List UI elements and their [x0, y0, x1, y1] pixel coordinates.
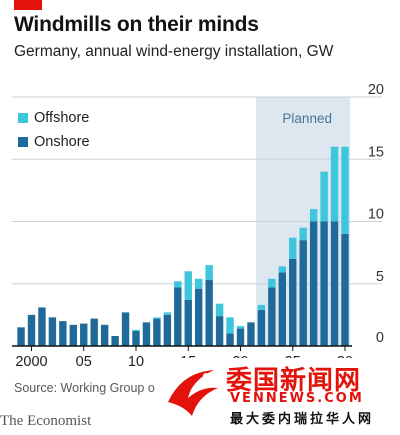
bar-offshore	[341, 146, 349, 234]
bar-onshore	[17, 327, 25, 346]
bar-onshore	[289, 258, 297, 346]
bar-onshore	[195, 288, 203, 346]
bar-onshore	[27, 314, 36, 346]
bar-onshore	[330, 221, 339, 346]
bar-onshore	[163, 314, 172, 346]
legend-item-offshore: Offshore	[18, 109, 89, 127]
chart-title: Windmills on their minds	[14, 13, 259, 36]
bar-offshore	[163, 312, 172, 315]
bar-offshore	[215, 303, 224, 317]
bar-onshore	[111, 336, 119, 346]
legend-item-onshore: Onshore	[18, 133, 90, 151]
bar-onshore	[257, 309, 266, 346]
bar-offshore	[320, 171, 328, 222]
bar-offshore	[330, 146, 339, 222]
bar-onshore	[90, 318, 98, 346]
bar-onshore	[236, 328, 245, 346]
bar-onshore	[320, 221, 328, 346]
planned-label: Planned	[282, 111, 332, 126]
x-tick-label: 05	[76, 354, 92, 370]
bar-offshore	[195, 278, 203, 289]
chart-subtitle: Germany, annual wind-energy installation…	[14, 43, 334, 60]
bar-onshore	[80, 323, 88, 346]
watermark: 委国新闻网 VENNEWS.COM 最大委内瑞拉华人网	[158, 358, 400, 435]
bar-onshore	[132, 331, 140, 346]
bar-onshore	[205, 280, 213, 346]
bar-offshore	[184, 271, 192, 300]
bar-offshore	[132, 329, 140, 332]
legend-label-onshore: Onshore	[34, 134, 90, 150]
watermark-title: 委国新闻网	[226, 366, 362, 396]
bar-onshore	[38, 307, 46, 346]
legend-swatch-onshore	[18, 137, 28, 147]
bar-onshore	[268, 287, 276, 346]
bar-onshore	[247, 322, 255, 346]
bar-offshore	[278, 266, 286, 273]
bar-onshore	[59, 321, 67, 346]
bar-onshore	[184, 299, 192, 346]
y-tick-label: 15	[368, 144, 384, 160]
bar-onshore	[100, 324, 109, 346]
watermark-tagline: 最大委内瑞拉华人网	[230, 412, 375, 427]
bar-offshore	[299, 227, 307, 241]
bar-onshore	[226, 333, 234, 346]
bar-offshore	[153, 317, 161, 319]
bar-onshore	[299, 240, 307, 346]
brand-red-tag	[14, 0, 42, 10]
bar-offshore	[174, 281, 182, 288]
bar-offshore	[289, 237, 297, 259]
bar-onshore	[153, 318, 161, 346]
publisher-brand: The Economist	[0, 413, 92, 429]
bar-onshore	[174, 287, 182, 346]
bar-onshore	[69, 324, 77, 346]
legend-swatch-offshore	[18, 113, 28, 123]
y-tick-label: 5	[376, 269, 384, 285]
bar-onshore	[278, 272, 286, 346]
watermark-logo-icon	[168, 370, 218, 416]
bar-onshore	[215, 316, 224, 346]
y-tick-label: 10	[368, 207, 384, 223]
y-tick-label: 0	[376, 330, 384, 346]
bar-onshore	[309, 221, 318, 346]
bar-offshore	[226, 317, 234, 334]
bar-offshore	[236, 326, 245, 329]
y-tick-label: 20	[368, 82, 384, 98]
x-tick-label: 2000	[15, 354, 47, 370]
bar-onshore	[121, 312, 130, 346]
bar-onshore	[48, 317, 57, 346]
bar-offshore	[205, 265, 213, 281]
source-note: Source: Working Group o	[14, 381, 155, 395]
legend-label-offshore: Offshore	[34, 110, 90, 126]
x-tick-label: 10	[128, 354, 144, 370]
bar-offshore	[309, 209, 318, 222]
bar-onshore	[341, 233, 349, 346]
bar-offshore	[257, 304, 266, 310]
watermark-domain: VENNEWS.COM	[230, 391, 364, 406]
bar-onshore	[142, 322, 151, 346]
bar-offshore	[268, 278, 276, 288]
